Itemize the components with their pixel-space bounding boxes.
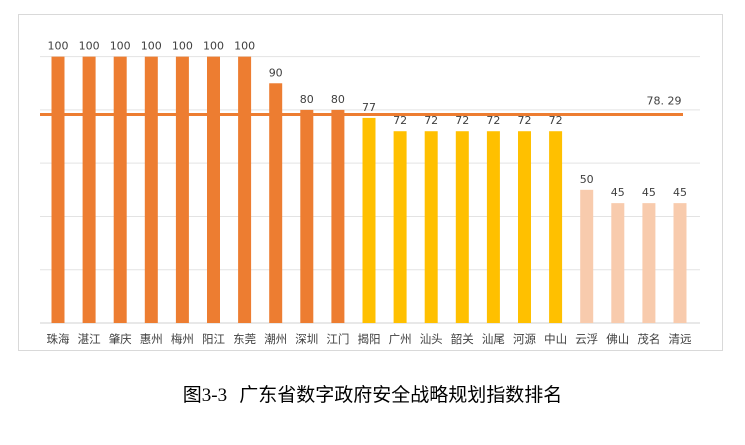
x-tick-label: 韶关 [451,332,474,346]
bar [144,56,158,324]
data-label: 100 [79,40,100,53]
x-tick-label: 清远 [669,332,692,346]
x-tick-label: 汕头 [420,332,443,346]
x-tick-label: 汕尾 [482,332,505,346]
x-tick-label: 江门 [326,332,349,346]
figure-title: 广东省数字政府安全战略规划指数排名 [239,384,563,406]
bar [518,131,531,323]
data-label: 72 [549,114,563,127]
x-tick-label: 中山 [544,332,567,346]
data-label: 45 [611,186,625,199]
x-tick-label: 湛江 [78,332,101,346]
x-tick-label: 东莞 [233,332,256,346]
bar [611,203,625,323]
data-label: 72 [486,114,500,127]
data-label: 72 [393,114,407,127]
bar [455,131,469,323]
data-label: 80 [331,93,345,106]
data-label: 100 [172,40,193,53]
data-label: 72 [518,114,532,127]
bar [300,109,314,323]
bar [362,117,376,324]
x-tick-label: 揭阳 [358,332,381,346]
x-tick-label: 潮州 [264,332,287,346]
bar [51,56,65,324]
bar [393,131,407,323]
bar [486,131,500,323]
x-tick-label: 阳江 [202,332,225,346]
data-label: 100 [48,40,69,53]
x-tick-label: 河源 [513,332,536,346]
data-label: 100 [141,40,162,53]
figure-caption: 图3-3 广东省数字政府安全战略规划指数排名 [0,380,745,407]
x-tick-label: 惠州 [140,332,163,346]
bar-chart: 100 珠海 100 湛江 100 肇庆 100 惠州 100 梅州 100 阳江 100 东莞 90 潮州 8… [40,40,700,346]
bar [175,56,189,324]
x-tick-label: 梅州 [171,332,194,346]
bar [113,56,127,324]
data-label: 80 [300,93,314,106]
x-tick-label: 云浮 [575,332,598,346]
bar [269,83,283,323]
data-label: 45 [642,186,656,199]
bar [424,131,438,323]
bar [580,189,594,323]
x-tick-label: 肇庆 [109,332,132,346]
data-label: 100 [110,40,131,53]
bar [549,131,563,323]
data-label: 100 [203,40,224,53]
data-label: 72 [455,114,469,127]
x-tick-label: 深圳 [295,332,318,346]
bar [331,109,345,323]
data-label: 45 [673,186,687,199]
figure-number: 图3-3 [182,385,228,406]
bar [238,56,252,324]
data-label: 100 [234,40,255,53]
x-tick-label: 珠海 [47,332,70,346]
bar [673,203,687,323]
x-tick-label: 茂名 [637,332,660,346]
bar [207,56,220,324]
x-tick-label: 广州 [389,332,412,346]
average-line-label: 78. 29 [647,94,682,107]
x-tick-label: 佛山 [606,332,629,346]
data-label: 77 [362,101,376,114]
bar [642,203,656,323]
data-label: 50 [580,173,594,186]
bar [82,56,96,324]
data-label: 90 [269,66,283,79]
data-label: 72 [424,114,438,127]
